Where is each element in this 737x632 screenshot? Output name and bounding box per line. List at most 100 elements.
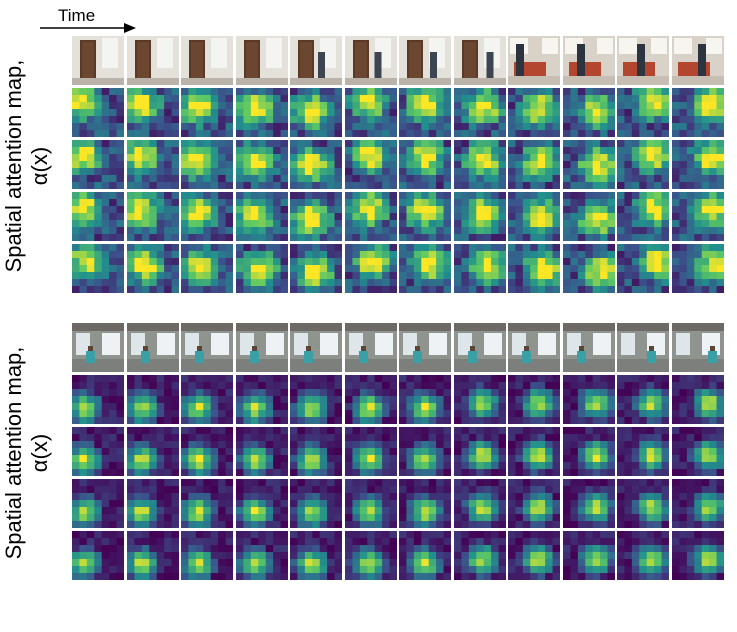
- attention-cell: [304, 140, 313, 148]
- attention-cell: [584, 227, 593, 235]
- attention-cell: [203, 123, 212, 131]
- attention-cell: [530, 147, 539, 155]
- attention-cell: [344, 88, 353, 96]
- attention-cell: [569, 559, 578, 567]
- attention-cell: [671, 130, 680, 137]
- attention-cell: [312, 434, 321, 442]
- attention-cell: [537, 375, 546, 383]
- attention-cell: [631, 244, 640, 252]
- attention-cell: [468, 486, 477, 494]
- attention-map-image: [399, 192, 451, 241]
- attention-cell: [522, 531, 531, 539]
- attention-cell: [413, 462, 422, 470]
- attention-cell: [639, 102, 648, 110]
- video-frame: [617, 323, 669, 372]
- attention-cell: [428, 265, 437, 273]
- attention-cell: [133, 469, 142, 476]
- attention-cell: [297, 140, 306, 148]
- attention-cell: [133, 521, 142, 528]
- attention-cell: [498, 479, 506, 487]
- attention-cell: [181, 382, 189, 390]
- attention-cell: [617, 147, 625, 155]
- attention-cell: [428, 175, 437, 183]
- attention-cell: [72, 469, 80, 476]
- attention-cell: [109, 531, 117, 539]
- attention-cell: [592, 251, 600, 259]
- attention-cell: [272, 234, 281, 241]
- attention-cell: [304, 147, 313, 155]
- attention-cell: [304, 213, 313, 221]
- attention-cell: [599, 102, 608, 110]
- attention-cell: [654, 272, 662, 280]
- attention-cell: [265, 199, 273, 207]
- attention-cell: [515, 244, 524, 252]
- attention-cell: [607, 455, 615, 463]
- attention-cell: [661, 123, 669, 131]
- attention-cell: [235, 441, 244, 449]
- attention-cell: [483, 140, 491, 148]
- attention-cell: [701, 486, 709, 494]
- attention-cell: [716, 493, 724, 501]
- attention-cell: [693, 514, 702, 522]
- video-frame-image: [290, 36, 342, 85]
- attention-cell: [552, 265, 560, 273]
- attention-cell: [490, 566, 499, 574]
- attention-cell: [631, 206, 640, 214]
- attention-cell: [312, 500, 321, 508]
- attention-cell: [399, 109, 407, 117]
- attention-cell: [86, 396, 95, 404]
- attention-cell: [290, 462, 298, 470]
- attention-cell: [686, 199, 695, 207]
- attention-cell: [569, 455, 578, 463]
- attention-cell: [686, 234, 695, 241]
- attention-cell: [327, 175, 335, 183]
- attention-cell: [297, 227, 306, 235]
- attention-cell: [460, 486, 469, 494]
- attention-cell: [631, 427, 640, 435]
- attention-cell: [304, 375, 313, 383]
- attention-cell: [141, 545, 150, 553]
- attention-cell: [406, 448, 415, 456]
- attention-map-image: [453, 531, 506, 580]
- attention-cell: [522, 286, 531, 293]
- attention-cell: [101, 410, 110, 418]
- attention-cell: [678, 251, 687, 259]
- attention-cell: [708, 244, 717, 252]
- attention-map-image: [181, 479, 233, 528]
- attention-cell: [475, 279, 484, 287]
- attention-cell: [399, 272, 407, 280]
- attention-cell: [406, 382, 415, 390]
- attention-cell: [171, 389, 179, 397]
- attention-cell: [257, 417, 266, 424]
- attention-cell: [483, 507, 491, 515]
- attention-cell: [126, 566, 135, 574]
- attention-cell: [126, 123, 135, 131]
- attention-cell: [359, 168, 368, 176]
- attention-cell: [639, 286, 648, 293]
- attention-cell: [297, 251, 306, 259]
- attention-cell: [181, 573, 189, 580]
- attention-cell: [475, 507, 484, 515]
- attention-cell: [443, 272, 451, 280]
- attention-cell: [599, 441, 608, 449]
- attention-cell: [235, 507, 244, 515]
- attention-cell: [716, 220, 724, 228]
- attention-cell: [101, 272, 110, 280]
- attention-cell: [406, 130, 415, 137]
- attention-cell: [552, 434, 560, 442]
- attention-cell: [280, 192, 288, 200]
- attention-cell: [366, 102, 375, 110]
- attention-cell: [312, 272, 321, 280]
- attention-cell: [436, 130, 444, 137]
- attention-cell: [443, 154, 451, 162]
- attention-cell: [508, 455, 516, 463]
- attention-cell: [406, 427, 415, 435]
- attention-cell: [250, 206, 259, 214]
- attention-cell: [351, 251, 360, 259]
- attention-cell: [290, 469, 298, 476]
- attention-cell: [312, 417, 321, 424]
- attention-map: [617, 244, 669, 293]
- attention-cell: [171, 140, 179, 148]
- attention-cell: [646, 109, 655, 117]
- attention-map: [235, 244, 288, 293]
